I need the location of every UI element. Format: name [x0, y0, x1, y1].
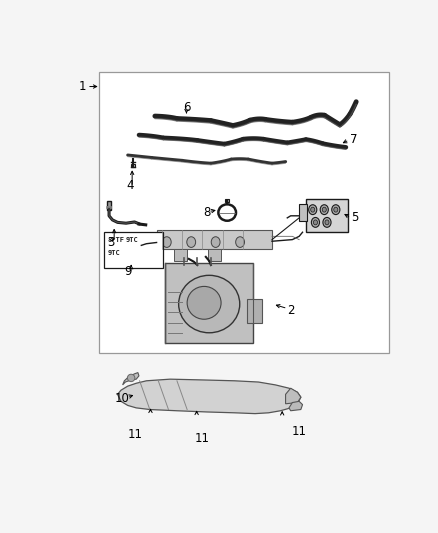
- Bar: [106, 206, 111, 208]
- Circle shape: [162, 237, 171, 247]
- Text: 11: 11: [292, 425, 307, 438]
- Circle shape: [309, 205, 317, 215]
- Circle shape: [323, 217, 331, 227]
- Text: 11: 11: [128, 427, 143, 441]
- Bar: [208, 248, 221, 261]
- Polygon shape: [289, 401, 303, 411]
- Polygon shape: [117, 379, 301, 414]
- Bar: [99, 72, 389, 353]
- Text: 11: 11: [195, 432, 210, 445]
- Text: 4: 4: [126, 179, 134, 191]
- Text: 3: 3: [107, 236, 114, 249]
- Text: 1: 1: [79, 80, 86, 93]
- Circle shape: [187, 237, 196, 247]
- Text: 2: 2: [287, 304, 294, 317]
- Bar: [173, 248, 187, 261]
- Circle shape: [311, 207, 315, 212]
- Bar: [247, 298, 262, 324]
- Text: 9: 9: [124, 265, 132, 278]
- Circle shape: [320, 205, 328, 215]
- Text: 8PTF: 8PTF: [107, 238, 124, 244]
- Text: 9TC: 9TC: [126, 238, 139, 244]
- Bar: [299, 204, 307, 221]
- Bar: [165, 263, 253, 343]
- Circle shape: [332, 205, 340, 215]
- Ellipse shape: [127, 374, 135, 382]
- Text: 6: 6: [183, 101, 190, 114]
- Ellipse shape: [187, 286, 221, 319]
- Circle shape: [236, 237, 244, 247]
- Circle shape: [311, 217, 320, 227]
- Circle shape: [211, 237, 220, 247]
- Bar: [225, 199, 229, 202]
- Circle shape: [334, 207, 338, 212]
- Text: 10: 10: [114, 392, 129, 405]
- Text: 8: 8: [203, 206, 210, 219]
- Bar: [107, 200, 111, 209]
- Bar: [104, 232, 163, 268]
- Text: 7: 7: [350, 133, 358, 147]
- Bar: [156, 230, 272, 249]
- Bar: [131, 164, 135, 167]
- Ellipse shape: [179, 276, 240, 333]
- Text: 5: 5: [351, 212, 359, 224]
- Bar: [306, 199, 348, 232]
- Circle shape: [314, 220, 318, 225]
- Text: 9TC: 9TC: [107, 250, 120, 256]
- Polygon shape: [286, 388, 301, 404]
- Polygon shape: [123, 373, 139, 385]
- Circle shape: [322, 207, 326, 212]
- Circle shape: [325, 220, 329, 225]
